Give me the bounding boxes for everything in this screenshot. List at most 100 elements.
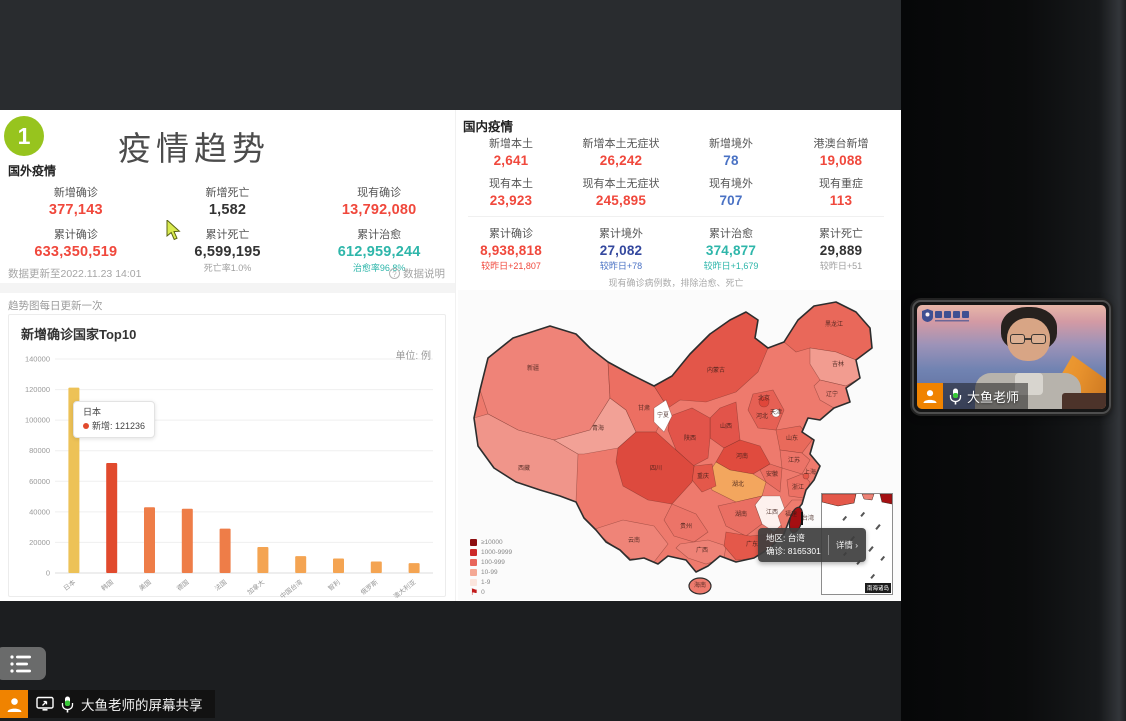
x-label-中国台湾: 中国台湾: [278, 577, 304, 598]
tooltip-region: 地区: 台湾: [766, 533, 805, 543]
stat-累计确诊: 累计确诊 8,938,818 较昨日+21,807: [480, 228, 542, 271]
bar-俄罗斯[interactable]: [370, 561, 382, 573]
legend-1000-9999: 1000-9999: [470, 548, 512, 557]
x-label-日本: 日本: [61, 577, 77, 592]
stat-累计死亡: 累计死亡 29,889 较昨日+51: [819, 228, 863, 271]
foreign-stats-grid: 新增确诊 377,143 新增死亡 1,582 现有确诊 13,792,080 累计确诊 63…: [0, 184, 455, 274]
x-label-加拿大: 加拿大: [245, 577, 266, 596]
stat-现有本土: 现有本土 23,923: [489, 178, 533, 208]
tooltip-detail-link[interactable]: 详情 ›: [835, 540, 859, 551]
screen-share-toolbar[interactable]: 大鱼老师的屏幕共享: [0, 690, 215, 718]
list-icon: [10, 654, 31, 673]
legend-100-999: 100-999: [470, 558, 512, 567]
data-info-link[interactable]: ? 数据说明: [389, 266, 445, 281]
province-label-江西: 江西: [766, 509, 778, 516]
legend-1-9: 1-9: [470, 578, 512, 587]
section-divider: [0, 283, 455, 293]
map-legend: ≥10000 1000-9999 100-999 10-99 1-9 ⚑ 0: [470, 538, 512, 598]
person-face: [1007, 318, 1050, 361]
province-label-西藏: 西藏: [518, 464, 530, 472]
province-label-重庆: 重庆: [697, 472, 709, 480]
province-label-天津: 天津: [770, 409, 782, 416]
china-map[interactable]: 新疆 西藏 青海 甘肃 宁夏 内蒙古 黑龙江 吉林 辽宁 北京 天津 河北 山西 山东 陕西 河南 江苏 安徽 上海…: [458, 290, 900, 600]
province-label-海南: 海南: [694, 581, 706, 589]
foreign-panel: 1 国外疫情 疫情趋势 新增确诊 377,143 新增死亡 1,582 现有确诊 13,7…: [0, 110, 455, 680]
domestic-stats-grid: 新增本土 2,641 新增本土无症状 26,242 新增境外 78 港澳台新增 19,088 现…: [456, 135, 896, 272]
province-label-青海: 青海: [592, 424, 604, 432]
bar-法国[interactable]: [219, 528, 231, 573]
province-label-宁夏: 宁夏: [657, 411, 669, 419]
list-button[interactable]: [0, 647, 46, 680]
bar-中国台湾[interactable]: [295, 556, 307, 573]
svg-text:140000: 140000: [25, 355, 50, 364]
bar-德国[interactable]: [181, 508, 193, 573]
share-label: 大鱼老师的屏幕共享: [81, 698, 203, 713]
stat-现有确诊: 现有确诊 13,792,080: [341, 187, 417, 218]
top-dark-area: [0, 0, 901, 110]
svg-text:20000: 20000: [29, 538, 50, 547]
bar-加拿大[interactable]: [257, 547, 269, 573]
svg-text:120000: 120000: [25, 385, 50, 394]
chart-tooltip: 日本 新增: 121236: [73, 401, 156, 438]
page-title: 疫情趋势: [118, 130, 270, 167]
bar-智利[interactable]: [333, 558, 344, 573]
x-label-俄罗斯: 俄罗斯: [359, 577, 380, 596]
university-logo: [922, 309, 969, 322]
legend-≥10000: ≥10000: [470, 538, 512, 547]
province-label-内蒙古: 内蒙古: [707, 366, 725, 374]
svg-text:60000: 60000: [29, 477, 50, 486]
chart-unit: 单位: 例: [395, 351, 431, 362]
text-cursor: [801, 512, 803, 525]
province-label-吉林: 吉林: [832, 360, 844, 368]
province-label-云南: 云南: [628, 536, 640, 544]
stat-新增本土无症状: 新增本土无症状 26,242: [582, 138, 660, 168]
stat-累计境外: 累计境外 27,082 较昨日+78: [599, 228, 643, 271]
webcam-name-bar: 大鱼老师: [917, 383, 1029, 409]
legend-10-99: 10-99: [470, 568, 512, 577]
province-label-福建: 福建: [785, 510, 797, 518]
province-label-贵州: 贵州: [680, 522, 692, 530]
bar-韩国[interactable]: [106, 462, 118, 573]
province-label-山东: 山东: [786, 434, 798, 442]
bar-美国[interactable]: [144, 507, 155, 573]
province-label-新疆: 新疆: [527, 364, 539, 372]
map-tooltip: 地区: 台湾 确诊: 8165301 详情 ›: [758, 528, 867, 563]
stat-累计死亡: 累计死亡 6,599,195 死亡率1.0%: [194, 229, 261, 273]
x-label-韩国: 韩国: [99, 577, 115, 592]
tooltip-confirmed: 确诊: 8165301: [766, 546, 821, 557]
chart-tooltip-value: 新增: 121236: [92, 420, 146, 431]
mouse-cursor: [166, 218, 182, 246]
inset-label: 南海诸岛: [864, 583, 891, 593]
x-label-法国: 法国: [213, 577, 229, 592]
webcam-tile[interactable]: 大鱼老师: [912, 300, 1111, 414]
presenter-mic-icon: [61, 696, 74, 712]
stat-港澳台新增: 港澳台新增 19,088: [813, 138, 869, 168]
province-label-陕西: 陕西: [684, 434, 696, 442]
epidemic-dashboard: 1 国外疫情 疫情趋势 新增确诊 377,143 新增死亡 1,582 现有确诊 13,7…: [0, 110, 901, 680]
legend-0: ⚑ 0: [470, 587, 485, 597]
stat-累计治愈: 累计治愈 612,959,244 治愈率96.8%: [337, 229, 421, 273]
province-label-湖南: 湖南: [735, 510, 747, 518]
svg-text:40000: 40000: [29, 507, 50, 516]
stat-新增确诊: 新增确诊 377,143: [48, 187, 103, 218]
province-label-山西: 山西: [720, 422, 732, 430]
screen-share-icon: [36, 696, 54, 711]
stat-新增本土: 新增本土 2,641: [489, 138, 533, 168]
stat-现有重症: 现有重症 113: [819, 178, 863, 208]
svg-text:0: 0: [46, 569, 50, 578]
province-label-湖北: 湖北: [732, 480, 744, 488]
chart-title: 新增确诊国家Top10: [21, 327, 137, 342]
bar-澳大利亚[interactable]: [408, 563, 420, 573]
province-label-上海: 上海: [804, 468, 816, 476]
microphone-icon[interactable]: [949, 388, 962, 405]
x-label-德国: 德国: [175, 577, 191, 592]
province-label-台湾: 台湾: [802, 514, 814, 522]
person-glasses: [1010, 334, 1048, 345]
info-icon: ?: [389, 268, 400, 279]
webcam-username: 大鱼老师: [967, 389, 1020, 405]
desk-object: [1062, 393, 1106, 409]
province-label-广东: 广东: [746, 540, 758, 548]
province-label-浙江: 浙江: [792, 483, 804, 491]
